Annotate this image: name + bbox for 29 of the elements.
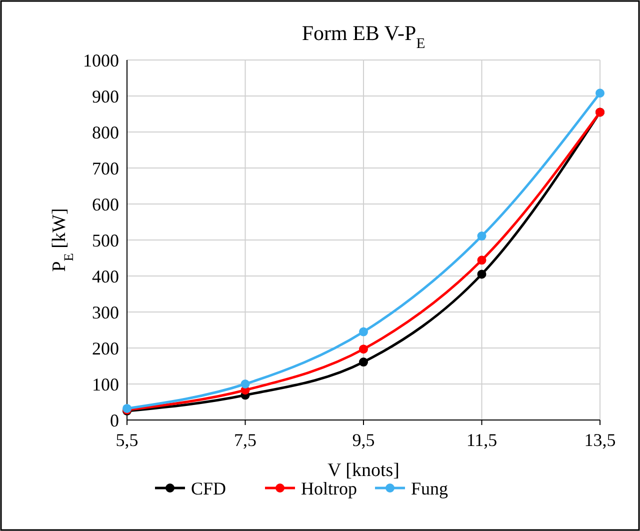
legend-label: Holtrop: [301, 478, 357, 498]
x-tick-label: 5,5: [116, 430, 138, 450]
x-tick-label: 7,5: [234, 430, 256, 450]
y-tick-label: 800: [92, 122, 119, 142]
point: [359, 358, 368, 367]
point: [359, 344, 368, 354]
legend-label: CFD: [191, 478, 226, 498]
point: [477, 232, 486, 241]
point: [240, 380, 250, 388]
legend-label: Fung: [411, 478, 448, 498]
y-tick-label: 600: [92, 194, 119, 214]
point: [359, 327, 368, 336]
y-tick-label: 500: [92, 230, 119, 250]
y-tick-label: 300: [92, 302, 119, 322]
point: [477, 256, 486, 265]
x-axis-title: V [knots]: [328, 460, 400, 481]
x-tick-label: 9,5: [352, 430, 375, 450]
y-tick-label: 100: [92, 374, 119, 394]
y-tick-label: 400: [92, 266, 119, 286]
y-tick-label: 0: [110, 410, 119, 430]
chart-title: Form EB V-P$_{E}$: [302, 21, 426, 52]
x-tick-label: 13,5: [584, 430, 616, 450]
y-tick-label: 900: [92, 86, 119, 106]
x-tick-label: 11,5: [466, 430, 498, 450]
y-tick-label: 200: [92, 338, 119, 358]
point: [477, 270, 486, 279]
y-tick-label: 1000: [83, 50, 119, 70]
point: [596, 88, 604, 98]
y-tick-label: 700: [92, 158, 119, 178]
